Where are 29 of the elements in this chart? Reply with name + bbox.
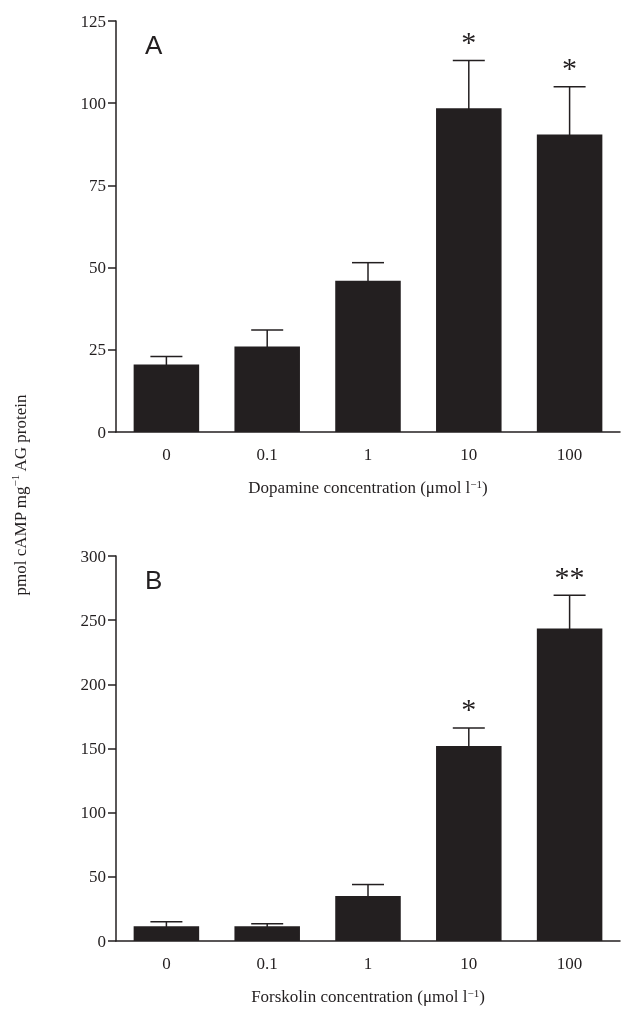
x-tick-label: 0.1	[256, 445, 278, 464]
y-tick-label: 0	[97, 422, 106, 442]
y-tick-label: 100	[80, 803, 106, 823]
chart-title: A	[145, 30, 163, 60]
y-tick-label: 75	[89, 175, 106, 195]
x-tick-label: 0	[162, 954, 171, 973]
chart-title: B	[145, 565, 163, 595]
y-tick-label: 150	[80, 739, 106, 758]
y-tick-label: 100	[80, 93, 106, 113]
annotation: *	[461, 692, 477, 726]
annotation: *	[461, 24, 477, 58]
y-tick-label: 25	[89, 340, 106, 360]
x-tick-label: 0.1	[256, 954, 278, 973]
x-tick-label: 100	[556, 445, 583, 464]
x-tick-label: 10	[460, 954, 478, 973]
annotation: *	[562, 51, 578, 85]
annotation: **	[554, 559, 585, 593]
y-tick-label: 50	[89, 867, 106, 887]
y-tick-label: 300	[80, 546, 106, 566]
y-tick-label: 200	[80, 674, 106, 694]
x-tick-label: 1	[363, 445, 373, 464]
x-tick-label: 1	[363, 954, 373, 973]
y-tick-label: 250	[80, 610, 106, 630]
x-tick-label: 10	[460, 445, 478, 464]
y-tick-label: 0	[97, 931, 106, 951]
y-tick-label: 125	[80, 11, 106, 31]
x-tick-label: 100	[556, 954, 583, 973]
y-tick-label: 50	[89, 258, 106, 278]
x-tick-label: 0	[162, 445, 171, 464]
